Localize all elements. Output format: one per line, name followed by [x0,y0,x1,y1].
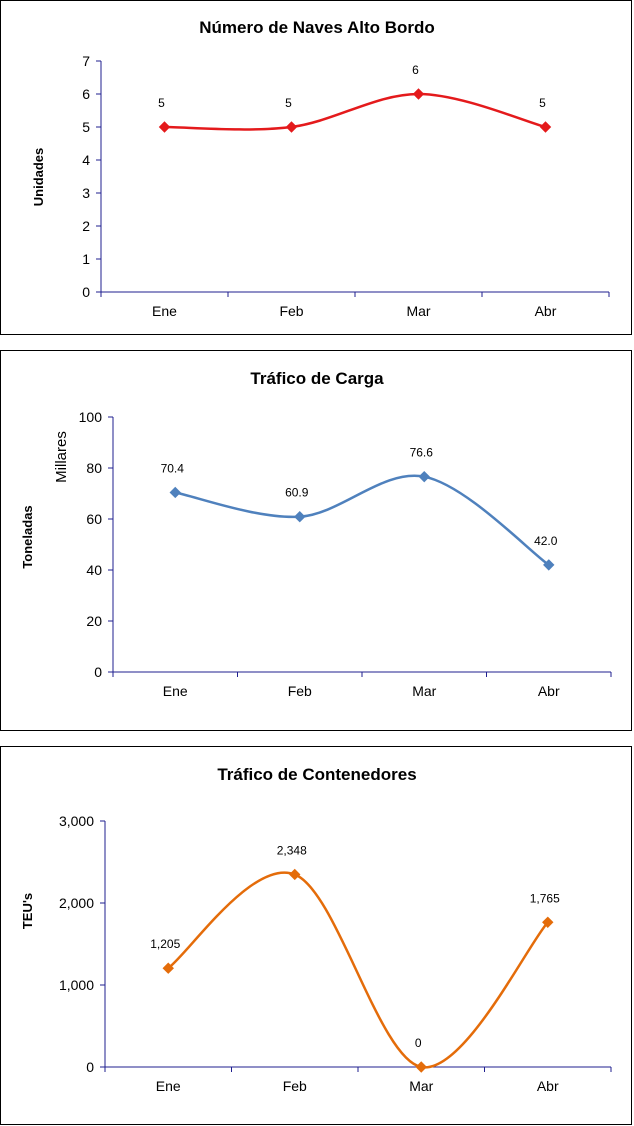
y-tick-label: 3 [82,185,90,201]
data-point-marker [169,486,181,499]
y-tick-label: 20 [86,613,102,629]
chart-title: Tráfico de Contenedores [217,765,416,784]
y-axis-label: Toneladas [20,505,35,568]
x-tick-label: Feb [283,1078,307,1094]
x-tick-label: Ene [156,1078,181,1094]
y-tick-label: 0 [86,1059,94,1075]
data-label: 1,765 [530,891,560,905]
y-tick-label: 100 [79,409,103,425]
y-tick-label: 6 [82,86,90,102]
data-label: 5 [285,96,292,110]
y-tick-label: 4 [82,152,90,168]
marks-group: 5 5 6 5 [158,63,552,133]
chart-panel-naves: Número de Naves Alto Bordo Unidades 0 1 2 3… [0,0,632,335]
chart-title: Tráfico de Carga [250,369,384,388]
y-tick-label: 2,000 [59,895,94,911]
data-point-marker [289,868,301,881]
data-label: 2,348 [277,843,307,857]
data-point-marker [543,559,555,571]
y-tick-label: 0 [94,664,102,680]
data-label: 5 [158,96,165,110]
y-tick-label: 2 [82,218,90,234]
data-label: 60.9 [285,486,309,500]
data-point-marker [285,121,298,133]
y-tick-label: 7 [82,53,90,69]
axes-group: 0 1,000 2,000 3,000 Ene Feb Mar Abr [59,813,612,1094]
data-point-marker [412,88,425,100]
chart-panel-contenedores: Tráfico de Contenedores TEU's 0 1,000 2,00… [0,746,632,1125]
x-tick-label: Feb [288,683,312,699]
series-line [167,871,549,1069]
marks-group: 1,205 2,348 0 1,765 [150,843,560,1073]
axes-group: 0 20 40 60 80 100 Ene Feb Mar Abr [79,409,612,699]
y-tick-label: 0 [82,284,90,300]
axes-group: 0 1 2 3 4 5 6 7 Ene Feb Mar Abr [82,53,610,319]
x-tick-label: Abr [538,683,560,699]
y-axis-label: Unidades [31,148,46,207]
series-line [175,474,550,566]
data-point-marker [539,121,552,133]
y-tick-label: 60 [86,511,102,527]
series-line [164,92,546,131]
data-label: 70.4 [161,461,185,475]
y-tick-label: 1,000 [59,977,94,993]
y-tick-label: 3,000 [59,813,94,829]
marks-group: 70.4 60.9 76.6 42.0 [161,446,558,571]
x-tick-label: Ene [163,683,188,699]
y-axis-units-label: Millares [53,431,70,483]
x-tick-label: Mar [412,683,436,699]
x-tick-label: Mar [406,303,430,319]
data-point-marker [542,916,554,928]
data-label: 1,205 [150,937,180,951]
chart-carga-svg: Tráfico de Carga Toneladas Millares 0 20 4… [20,369,612,699]
data-point-marker [418,470,430,483]
data-label: 5 [539,96,546,110]
x-tick-label: Ene [152,303,177,319]
data-point-marker [415,1061,427,1073]
y-tick-label: 5 [82,119,90,135]
x-tick-label: Feb [279,303,303,319]
data-label: 76.6 [410,446,434,460]
y-tick-label: 80 [86,460,102,476]
data-label: 6 [412,63,419,77]
chart-title: Número de Naves Alto Bordo [199,18,435,37]
x-tick-label: Mar [409,1078,433,1094]
chart-naves-svg: Número de Naves Alto Bordo Unidades 0 1 2 3… [31,18,610,319]
chart-contenedores-svg: Tráfico de Contenedores TEU's 0 1,000 2,00… [20,765,612,1094]
x-tick-label: Abr [537,1078,559,1094]
data-point-marker [158,121,171,133]
data-label: 0 [415,1036,422,1050]
x-tick-label: Abr [535,303,557,319]
data-point-marker [294,510,306,523]
y-axis-label: TEU's [20,893,35,929]
chart-panel-carga: Tráfico de Carga Toneladas Millares 0 20 4… [0,350,632,731]
data-label: 42.0 [534,534,558,548]
y-tick-label: 1 [82,251,90,267]
data-point-marker [162,962,174,974]
y-tick-label: 40 [86,562,102,578]
